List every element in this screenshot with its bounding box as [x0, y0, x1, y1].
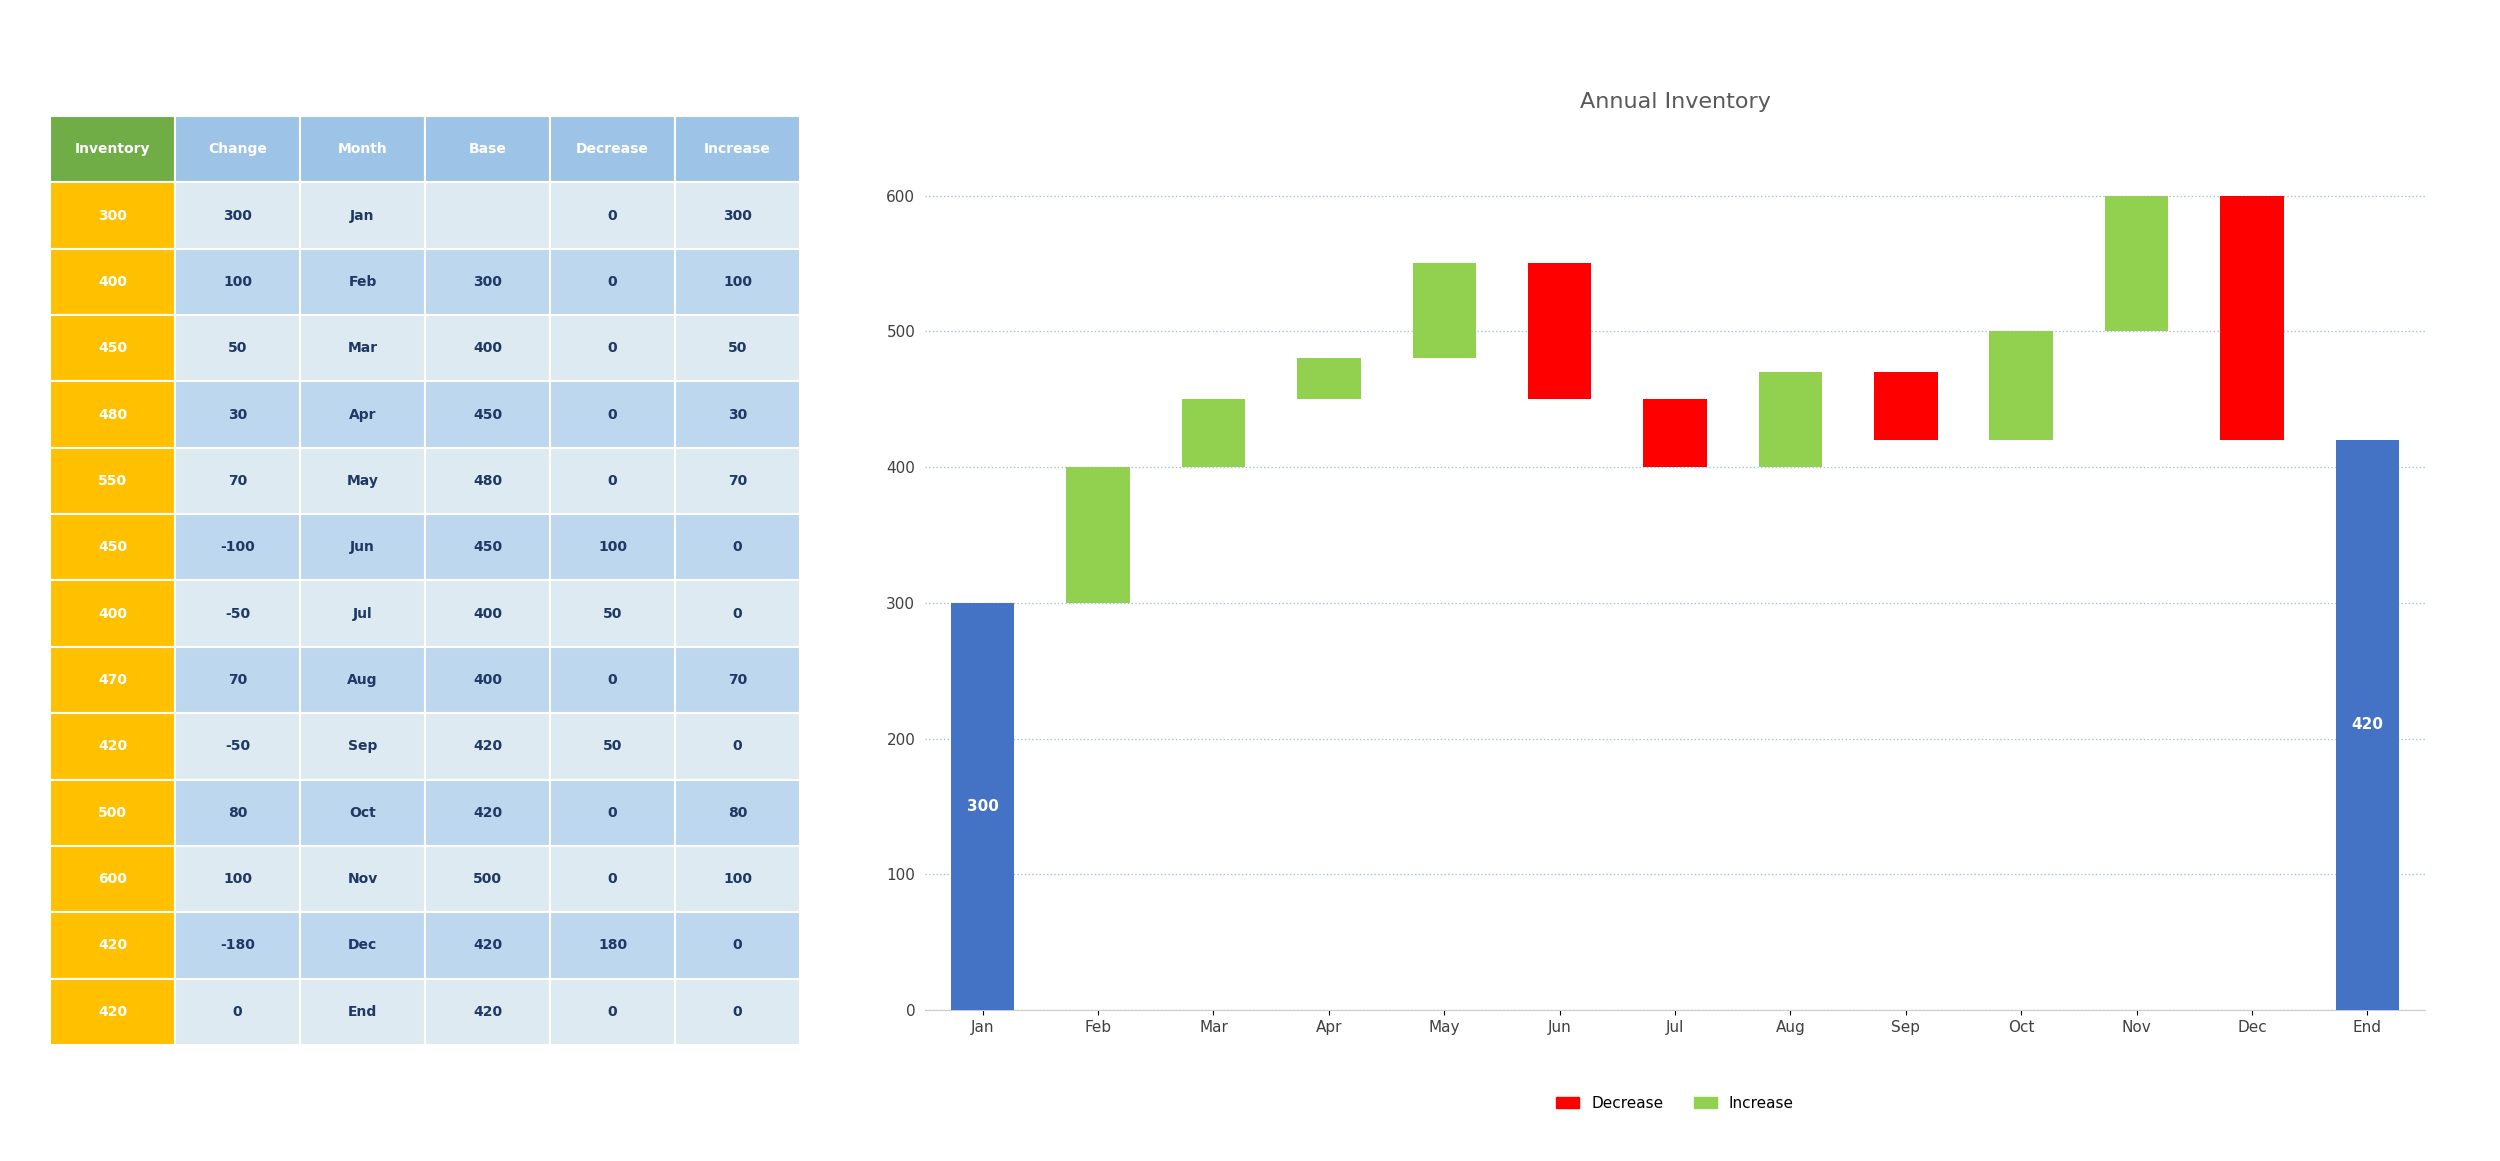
- Bar: [1182, 399, 1245, 467]
- Bar: [1990, 331, 2052, 440]
- Text: 300: 300: [968, 799, 998, 814]
- Bar: [1528, 264, 1592, 399]
- Text: 420: 420: [2352, 717, 2382, 733]
- Bar: [1298, 359, 1360, 399]
- Bar: [950, 603, 1015, 1010]
- Bar: [2220, 195, 2282, 440]
- Bar: [1875, 372, 1938, 440]
- Bar: [1642, 399, 1708, 467]
- Bar: [1758, 372, 1822, 467]
- Title: Annual Inventory: Annual Inventory: [1580, 92, 1770, 113]
- Bar: [2335, 440, 2400, 1010]
- Bar: [1412, 264, 1475, 359]
- Bar: [2105, 195, 2168, 331]
- Legend: Decrease, Increase: Decrease, Increase: [1550, 1090, 1800, 1117]
- Bar: [1068, 467, 1130, 603]
